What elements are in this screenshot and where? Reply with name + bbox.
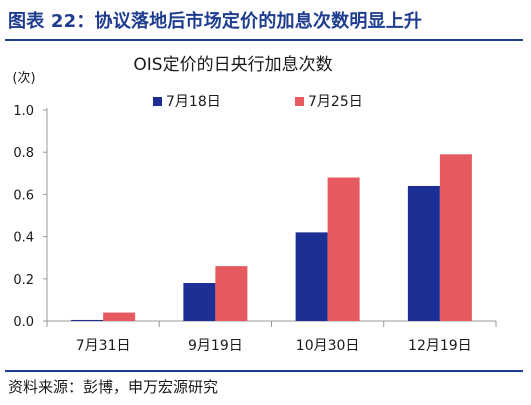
y-tick-label: 0.8	[13, 146, 34, 161]
legend-label: 7月25日	[308, 94, 363, 110]
source-note: 资料来源：彭博，申万宏源研究	[8, 378, 219, 396]
header: 图表 22：协议落地后市场定价的加息次数明显上升	[0, 0, 531, 41]
bar-2	[215, 266, 248, 321]
legend-swatch	[295, 97, 304, 106]
y-tick-label: 0.6	[13, 188, 34, 203]
bar-1	[183, 283, 216, 321]
y-tick-label: 0.2	[13, 273, 34, 288]
bar-chart: OIS定价的日央行加息次数 (次) 0.0 0.2 0.4 0.6 0.8 1.0 7月31日 9…	[12, 55, 497, 354]
y-tick-label: 0.4	[13, 231, 34, 246]
figure-title: 图表 22：协议落地后市场定价的加息次数明显上升	[8, 11, 423, 32]
x-tick-label: 9月19日	[188, 338, 243, 354]
legend-label: 7月18日	[166, 94, 221, 110]
bar-2	[439, 154, 472, 321]
chart-container: OIS定价的日央行加息次数 (次) 0.0 0.2 0.4 0.6 0.8 1.0 7月31日 9…	[0, 42, 531, 372]
chart-title: OIS定价的日央行加息次数	[133, 55, 332, 75]
y-axis-label: (次)	[12, 70, 35, 86]
bar-2	[103, 312, 136, 321]
y-tick-label: 1.0	[13, 104, 34, 119]
bar-1	[407, 185, 440, 321]
y-tick-label: 0.0	[13, 315, 34, 330]
footer-divider	[5, 370, 523, 372]
bar-1	[71, 319, 104, 321]
bar-1	[295, 232, 328, 321]
x-tick-label: 12月19日	[408, 338, 472, 354]
x-tick-label: 10月30日	[296, 338, 360, 354]
bar-2	[327, 177, 360, 321]
legend-swatch	[153, 97, 162, 106]
header-divider	[5, 39, 523, 41]
x-tick-label: 7月31日	[76, 338, 131, 354]
